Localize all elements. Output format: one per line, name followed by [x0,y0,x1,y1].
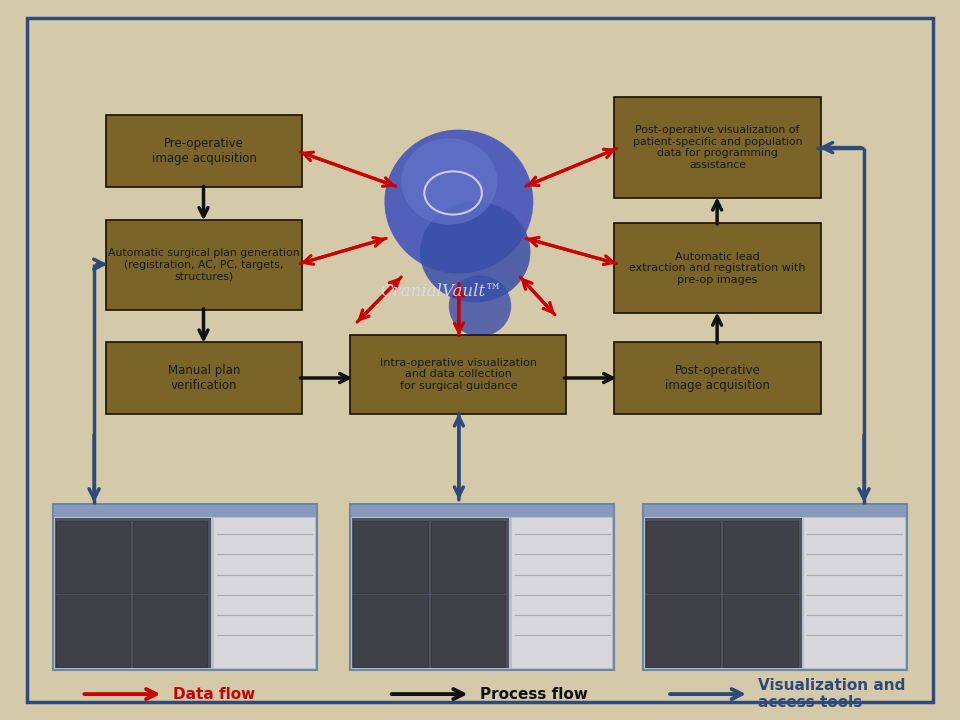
FancyBboxPatch shape [614,97,821,198]
Text: Visualization and
access tools: Visualization and access tools [758,678,906,710]
FancyBboxPatch shape [56,521,131,593]
Text: Post-operative
image acquisition: Post-operative image acquisition [665,364,770,392]
Text: Intra-operative visualization
and data collection
for surgical guidance: Intra-operative visualization and data c… [380,358,537,391]
FancyBboxPatch shape [56,595,131,667]
Text: Manual plan
verification: Manual plan verification [168,364,240,392]
FancyBboxPatch shape [352,518,509,668]
FancyBboxPatch shape [353,595,428,667]
Text: Automatic lead
extraction and registration with
pre-op images: Automatic lead extraction and registrati… [630,251,805,285]
FancyBboxPatch shape [106,220,302,310]
FancyBboxPatch shape [55,518,211,668]
FancyBboxPatch shape [724,595,798,667]
FancyBboxPatch shape [646,595,720,667]
Text: Pre-operative
image acquisition: Pre-operative image acquisition [152,138,256,165]
FancyBboxPatch shape [350,504,614,670]
Ellipse shape [401,138,497,225]
FancyBboxPatch shape [214,518,315,668]
Text: Process flow: Process flow [480,687,588,701]
FancyBboxPatch shape [614,223,821,313]
FancyBboxPatch shape [646,521,720,593]
FancyBboxPatch shape [645,518,802,668]
FancyBboxPatch shape [430,521,505,593]
Text: Data flow: Data flow [173,687,255,701]
FancyBboxPatch shape [643,504,907,670]
FancyBboxPatch shape [54,505,316,517]
FancyBboxPatch shape [644,505,906,517]
FancyBboxPatch shape [350,335,566,414]
FancyBboxPatch shape [53,504,317,670]
Ellipse shape [420,202,531,302]
FancyBboxPatch shape [132,521,207,593]
FancyBboxPatch shape [106,115,302,187]
FancyBboxPatch shape [353,521,428,593]
FancyBboxPatch shape [512,518,612,668]
FancyBboxPatch shape [804,518,905,668]
FancyBboxPatch shape [106,342,302,414]
FancyBboxPatch shape [614,342,821,414]
Ellipse shape [449,276,511,337]
FancyBboxPatch shape [351,505,613,517]
Text: CranialVault™: CranialVault™ [381,283,502,300]
Text: Post-operative visualization of
patient-specific and population
data for program: Post-operative visualization of patient-… [633,125,803,170]
Ellipse shape [384,130,534,274]
FancyBboxPatch shape [132,595,207,667]
FancyBboxPatch shape [724,521,798,593]
Text: Automatic surgical plan generation
(registration, AC, PC, targets,
structures): Automatic surgical plan generation (regi… [108,248,300,282]
FancyBboxPatch shape [430,595,505,667]
